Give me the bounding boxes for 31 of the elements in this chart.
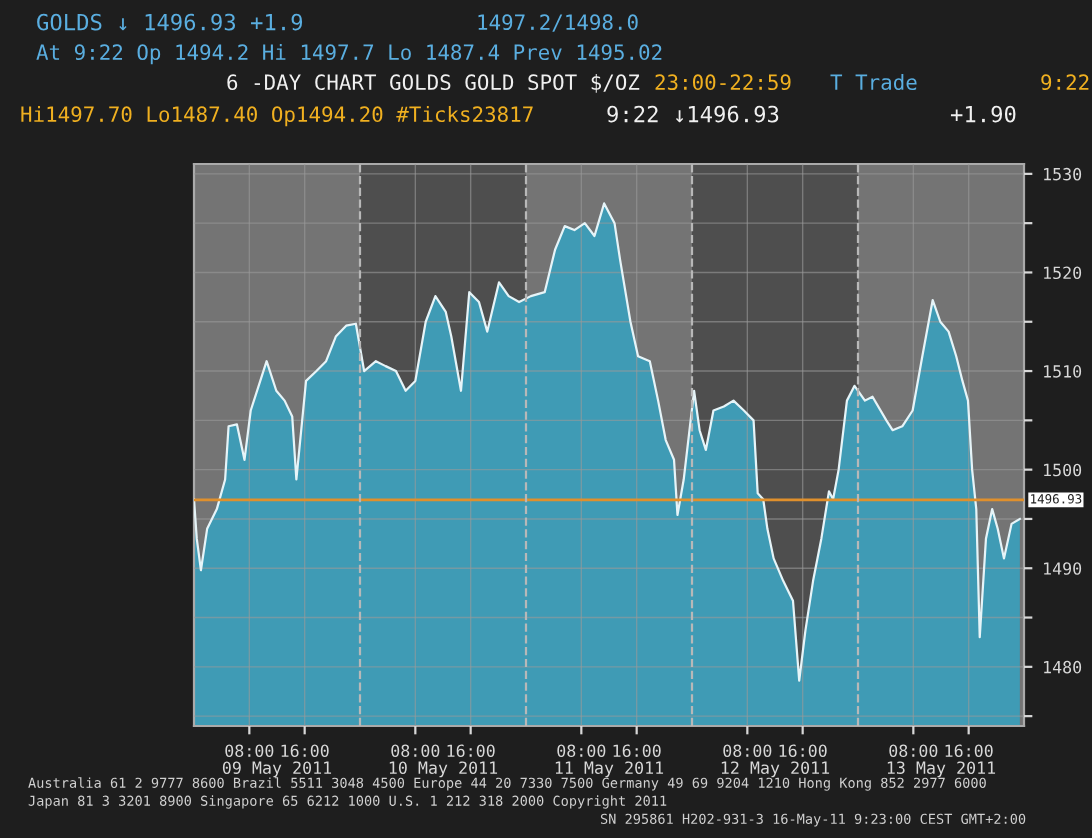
y-tick-label: 1520: [1044, 266, 1082, 280]
text: +1.90: [950, 105, 1016, 123]
y-tick-label: 1480: [1044, 660, 1082, 674]
x-tick-label: 16:00: [779, 744, 827, 758]
text: 1497.2/1498.0: [478, 14, 638, 32]
text: 9:22: [1041, 74, 1089, 91]
text: 9:22 ↓1496.93: [607, 105, 779, 123]
x2-tick-label: 12 May 2011: [721, 761, 830, 778]
x-tick-label: 08:00: [889, 744, 938, 758]
x-tick-label: 16:00: [945, 744, 993, 758]
text: At 9:22 Op 1494.2 Hi 1497.7 Lo 1487.4 Prev 1495.02: [36, 43, 662, 65]
x-tick-label: 08:00: [723, 744, 772, 758]
x2-tick-label: 10 May 2011: [389, 761, 498, 778]
text: T Trade: [830, 73, 917, 91]
x-tick-label: 16:00: [613, 744, 661, 758]
text: 23:00-22:59: [655, 74, 791, 91]
text: GOLDS ↓ 1496.93 +1.9: [37, 13, 303, 31]
y-tick-label: 1500: [1044, 463, 1082, 477]
x-tick-label: 16:00: [447, 744, 495, 758]
x-tick-label: 08:00: [391, 744, 440, 758]
chart-title: 6 -DAY CHART GOLDS GOLD SPOT $/OZ: [227, 73, 640, 93]
x-tick-label: 08:00: [557, 744, 606, 758]
x2-tick-label: 09 May 2011: [222, 761, 332, 778]
y-tick-label: 1510: [1044, 365, 1082, 378]
x-tick-label: 16:00: [281, 744, 329, 758]
text: Hi1497.70 Lo1487.40 Op1494.20 #Ticks23817: [21, 105, 533, 127]
y-tick-label: 1490: [1044, 562, 1082, 575]
x2-tick-label: 11 May 2011: [555, 761, 664, 778]
y-tick-label: 1530: [1044, 167, 1082, 181]
x-tick-label: 08:00: [225, 744, 274, 758]
x2-tick-label: 13 May 2011: [887, 761, 996, 778]
